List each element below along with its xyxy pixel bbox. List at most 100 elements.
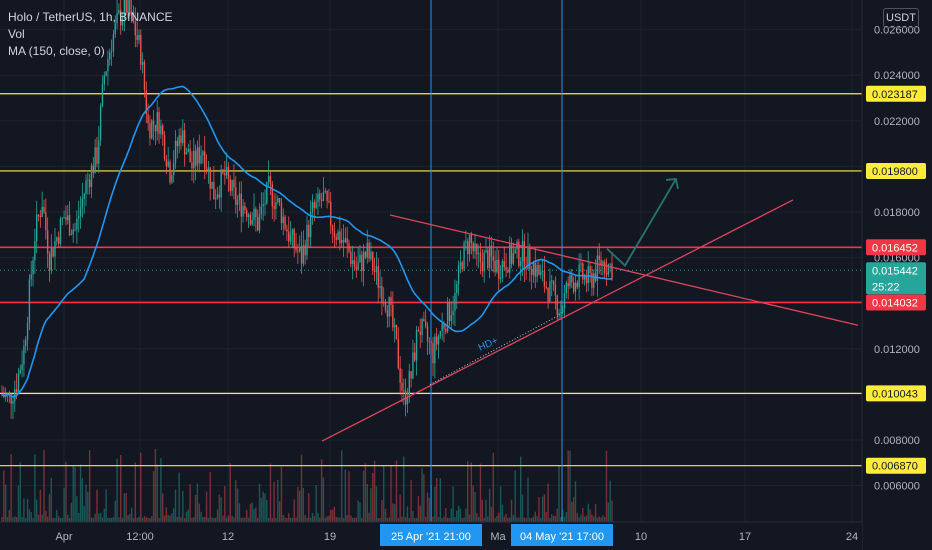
volume-bar — [224, 485, 226, 522]
candle-body — [291, 229, 294, 236]
price-tick-label: 0.006000 — [874, 481, 920, 493]
candle-body — [355, 267, 358, 270]
volume-bar — [450, 508, 452, 522]
volume-bar — [187, 509, 189, 522]
volume-bar — [286, 518, 288, 522]
volume-bar — [468, 514, 471, 522]
candle-body — [19, 369, 21, 374]
candle-body — [28, 279, 31, 324]
volume-bar — [114, 500, 116, 522]
volume-bar — [10, 454, 12, 522]
candle-body — [456, 284, 458, 293]
candle-body — [298, 246, 301, 252]
candle-body — [357, 262, 359, 270]
volume-bar — [298, 490, 301, 522]
volume-bar — [227, 515, 230, 522]
volume-bar — [505, 513, 507, 522]
volume-bar — [273, 481, 275, 522]
volume-bar — [572, 497, 575, 522]
volume-bar — [512, 515, 515, 522]
candle-body — [39, 216, 42, 217]
currency-button[interactable]: USDT — [883, 8, 919, 28]
candle-body — [410, 371, 412, 379]
volume-bar — [498, 512, 500, 522]
ma-indicator-label[interactable]: MA (150, close, 0) — [8, 44, 105, 58]
volume-bar — [225, 517, 228, 522]
candle-body — [220, 169, 222, 198]
candle-body — [512, 253, 515, 264]
candle-body — [404, 390, 407, 405]
volume-bar — [125, 493, 127, 522]
candle-body — [397, 339, 400, 369]
time-tick-label: Ma — [490, 531, 506, 543]
candle-body — [72, 229, 74, 235]
candle-body — [145, 89, 147, 115]
candle-body — [505, 267, 507, 271]
volume-bar — [381, 500, 383, 522]
candle-body — [25, 339, 27, 346]
volume-bar — [364, 463, 367, 522]
volume-bar — [36, 499, 38, 522]
volume-bar — [538, 497, 540, 522]
volume-bar — [408, 517, 410, 522]
candle-body — [116, 13, 118, 24]
candle-body — [419, 331, 421, 336]
candle-body — [530, 269, 533, 275]
candle-body — [611, 263, 613, 279]
volume-indicator-label[interactable]: Vol — [8, 27, 25, 41]
candle-body — [313, 202, 316, 208]
symbol-title[interactable]: Holo / TetherUS, 1h, BINANCE — [8, 10, 173, 24]
candle-body — [351, 260, 354, 265]
moving-average-line — [1, 85, 613, 398]
volume-bar — [346, 514, 348, 522]
candle-body — [317, 193, 319, 202]
candle-body — [311, 202, 314, 213]
volume-bar — [532, 516, 535, 522]
candle-body — [275, 202, 277, 209]
candle-body — [549, 281, 551, 302]
volume-bar — [216, 509, 219, 522]
volume-bar — [602, 515, 604, 522]
candle-body — [52, 248, 54, 257]
candle-body — [304, 245, 306, 256]
candle-body — [361, 254, 363, 271]
volume-bar — [366, 483, 368, 522]
candle-body — [187, 148, 189, 153]
volume-bar — [472, 485, 474, 522]
candle-body — [15, 389, 18, 392]
volume-bar — [251, 502, 253, 522]
volume-bar — [311, 512, 314, 522]
candle-body — [547, 287, 549, 302]
candle-body — [172, 163, 175, 176]
candle-body — [23, 345, 25, 365]
candle-body — [88, 179, 91, 188]
volume-bar — [52, 517, 54, 522]
candle-body — [249, 214, 252, 225]
volume-bar — [26, 499, 29, 522]
candle-body — [32, 260, 34, 275]
candle-body — [87, 179, 89, 181]
volume-bar — [470, 462, 473, 522]
volume-bar — [527, 477, 529, 522]
volume-bar — [547, 483, 549, 522]
volume-bar — [425, 516, 427, 522]
candle-body — [401, 382, 403, 391]
price-level-tag-bg — [866, 294, 926, 311]
candle-body — [67, 215, 69, 221]
candle-body — [467, 241, 469, 254]
candle-body — [132, 11, 135, 23]
volume-bar — [561, 509, 564, 522]
candle-body — [346, 238, 348, 244]
volume-bar — [600, 517, 602, 522]
volume-bar — [330, 509, 332, 522]
candle-body — [140, 34, 142, 65]
price-level-tag: 0.006870 — [872, 461, 918, 473]
candle-body — [65, 217, 67, 221]
volume-bar — [591, 514, 593, 522]
candle-body — [540, 271, 542, 275]
volume-bar — [510, 499, 513, 522]
volume-bar — [256, 517, 259, 522]
volume-bar — [428, 497, 431, 522]
volume-bar — [563, 516, 566, 522]
